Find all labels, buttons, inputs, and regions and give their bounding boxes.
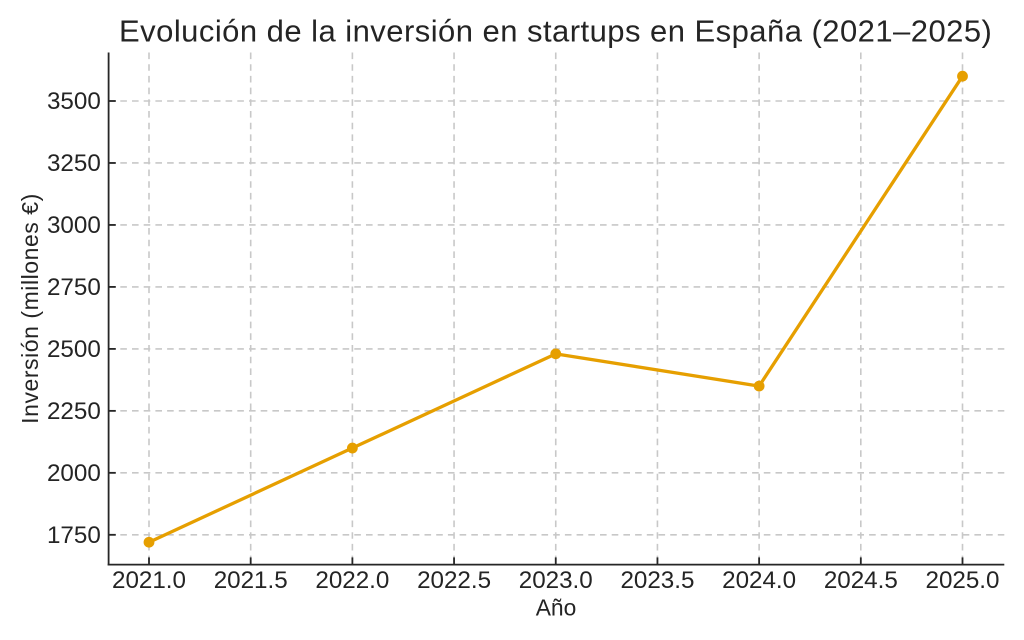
svg-text:2750: 2750 [47, 274, 101, 301]
svg-text:2022.5: 2022.5 [417, 567, 491, 594]
svg-text:1750: 1750 [47, 522, 101, 549]
svg-text:2023.5: 2023.5 [620, 567, 694, 594]
svg-text:2021.5: 2021.5 [214, 567, 288, 594]
svg-text:2024.5: 2024.5 [824, 567, 898, 594]
svg-text:Inversión (millones €): Inversión (millones €) [17, 193, 43, 424]
svg-text:2250: 2250 [47, 398, 101, 425]
svg-text:2000: 2000 [47, 460, 101, 487]
svg-text:2500: 2500 [47, 336, 101, 363]
svg-text:3000: 3000 [47, 212, 101, 239]
svg-text:2025.0: 2025.0 [926, 567, 1000, 594]
svg-text:3250: 3250 [47, 150, 101, 177]
svg-text:Año: Año [536, 594, 577, 620]
svg-text:Evolución de la inversión en s: Evolución de la inversión en startups en… [119, 13, 992, 48]
svg-text:2021.0: 2021.0 [112, 567, 186, 594]
svg-text:2022.0: 2022.0 [315, 567, 389, 594]
svg-text:3500: 3500 [47, 88, 101, 115]
svg-text:2024.0: 2024.0 [722, 567, 796, 594]
svg-text:2023.0: 2023.0 [519, 567, 593, 594]
